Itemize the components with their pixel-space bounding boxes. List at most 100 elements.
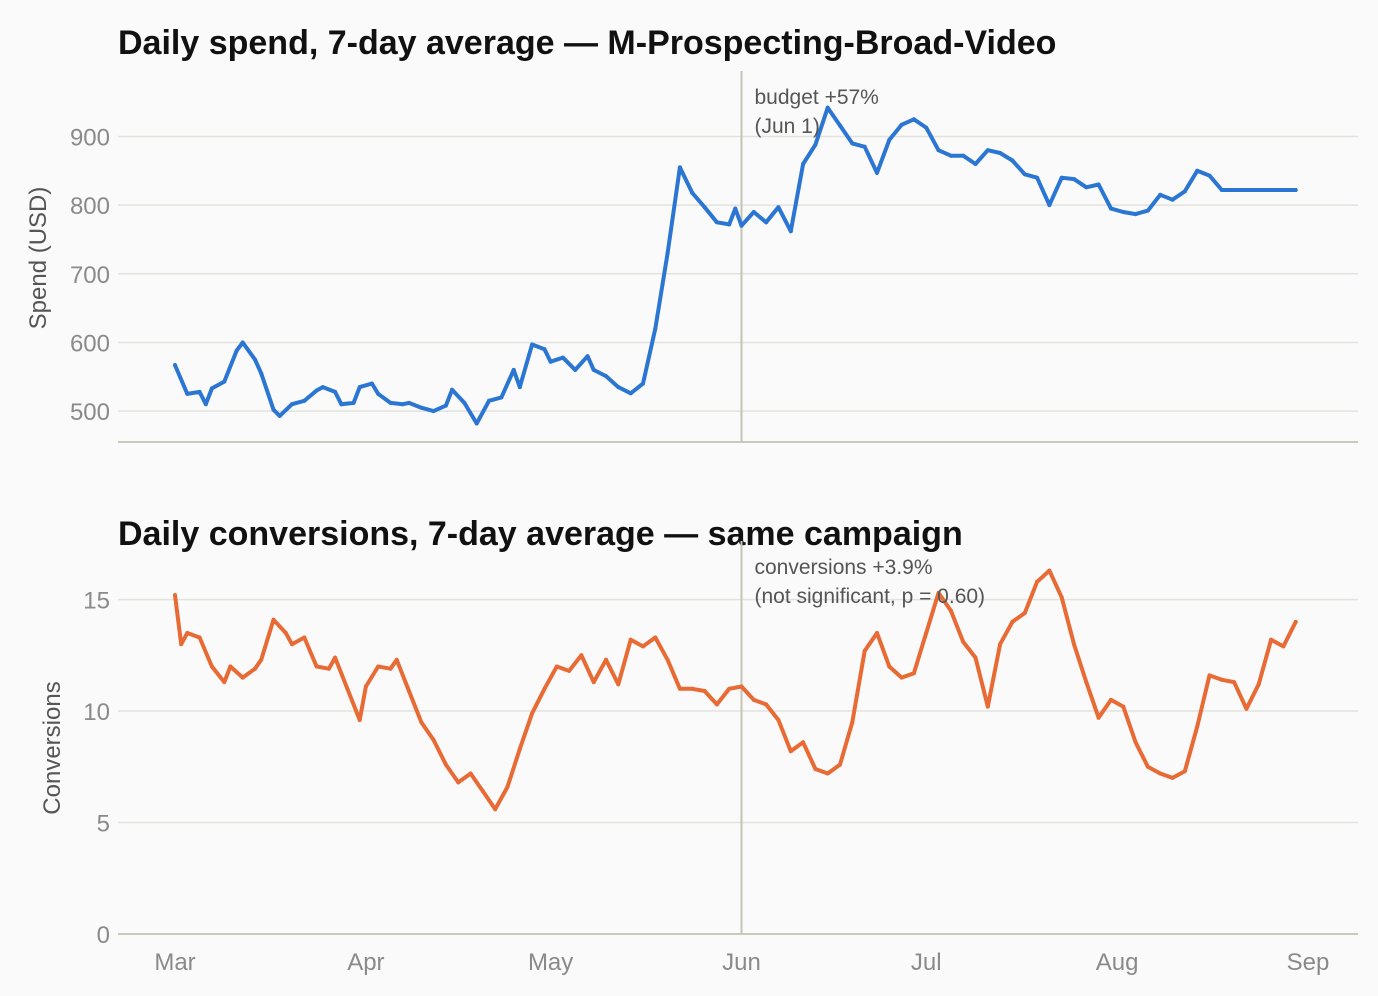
spend-data-point <box>431 409 436 414</box>
conversions-data-point <box>271 617 276 622</box>
spend-data-point <box>203 402 208 407</box>
spend-data-point <box>1096 182 1101 187</box>
spend-data-point <box>462 400 467 405</box>
conversions-data-point <box>1256 682 1261 687</box>
spend-data-point <box>936 148 941 153</box>
spend-data-point <box>825 105 830 110</box>
spend-data-point <box>1170 197 1175 202</box>
conversions-data-point <box>1269 637 1274 642</box>
spend-data-point <box>862 144 867 149</box>
spend-series-line <box>173 105 1298 426</box>
spend-data-point <box>400 402 405 407</box>
conversions-data-point <box>431 738 436 742</box>
spend-data-point <box>357 385 362 390</box>
spend-data-point <box>499 395 504 400</box>
conversions-data-point <box>554 664 559 669</box>
spend-data-point <box>702 205 707 210</box>
conversions-data-point <box>1072 642 1076 647</box>
spend-data-point <box>1059 175 1064 180</box>
spend-y-ticks: 500 600 700 800 900 <box>70 124 110 426</box>
spend-data-point <box>530 342 535 347</box>
conversions-data-point <box>1047 568 1052 573</box>
conversions-data-point <box>739 684 744 689</box>
conversions-data-point <box>616 682 621 687</box>
conversions-data-point <box>443 762 448 767</box>
spend-gridlines <box>118 135 1358 412</box>
spend-data-point <box>253 357 257 362</box>
conversions-data-point <box>727 686 732 691</box>
spend-chart-title: Daily spend, 7-day average — M-Prospecti… <box>118 24 1056 62</box>
conversions-data-point <box>924 631 929 635</box>
spend-y-tick-label: 700 <box>70 262 110 289</box>
spend-data-point <box>875 170 879 175</box>
conversions-y-ticks: 0 5 10 15 <box>83 588 110 949</box>
conversions-data-point <box>1182 769 1187 774</box>
spend-data-point <box>197 389 202 394</box>
spend-data-point <box>1158 192 1163 197</box>
spend-data-point <box>407 400 411 405</box>
conversions-data-point <box>985 704 990 709</box>
conversions-data-point <box>887 664 892 669</box>
conversions-data-point <box>197 635 202 640</box>
conversions-data-point <box>973 655 978 660</box>
x-tick-label: Sep <box>1287 949 1330 976</box>
spend-data-point <box>1084 185 1089 190</box>
conversions-data-point <box>1096 715 1101 720</box>
spend-series-points <box>173 105 1298 426</box>
conversions-data-point <box>1244 706 1249 711</box>
spend-data-point <box>1207 173 1212 178</box>
spend-data-point <box>653 326 658 331</box>
conversions-data-point <box>1035 579 1040 584</box>
conversions-data-point <box>1145 764 1150 769</box>
conversions-data-point <box>259 657 264 662</box>
conversions-gridlines <box>118 598 1358 824</box>
spend-data-point <box>450 387 455 392</box>
conversions-data-point <box>1170 775 1175 780</box>
conversions-data-point <box>641 644 645 649</box>
conversions-y-tick-label: 5 <box>97 811 110 838</box>
conversions-data-point <box>179 642 184 647</box>
spend-data-point <box>788 229 793 234</box>
x-tick-label: Jun <box>722 949 761 976</box>
conversions-data-point <box>998 642 1003 647</box>
spend-data-point <box>948 153 953 158</box>
spend-annotation-line-2: (Jun 1) <box>755 115 820 138</box>
x-tick-label: Mar <box>154 949 195 976</box>
conversions-data-point <box>677 686 682 691</box>
x-tick-label: Apr <box>347 949 384 976</box>
spend-data-point <box>560 355 565 360</box>
conversions-data-point <box>1293 619 1298 624</box>
conversions-data-point <box>363 684 368 689</box>
spend-y-tick-label: 600 <box>70 330 110 357</box>
spend-data-point <box>764 220 769 225</box>
spend-data-point <box>1293 188 1298 192</box>
conversions-data-point <box>530 711 535 716</box>
spend-data-point <box>517 385 522 390</box>
spend-data-point <box>751 210 756 214</box>
spend-data-point <box>234 348 239 353</box>
conversions-data-point <box>326 666 331 671</box>
spend-data-point <box>290 402 294 407</box>
conversions-data-point <box>838 762 842 767</box>
spend-data-point <box>838 123 842 128</box>
conversions-data-point <box>222 680 227 685</box>
spend-data-point <box>1232 188 1237 192</box>
conversions-data-point <box>407 689 411 693</box>
spend-data-point <box>333 389 338 394</box>
spend-data-point <box>376 391 381 396</box>
spend-data-point <box>388 400 393 405</box>
spend-data-point <box>616 385 621 390</box>
spend-data-point <box>511 367 516 372</box>
x-tick-label: May <box>528 949 573 976</box>
conversions-y-tick-label: 10 <box>83 699 110 726</box>
spend-data-point <box>911 117 916 122</box>
spend-data-point <box>1047 203 1052 208</box>
spend-data-point <box>271 407 276 412</box>
conversions-data-point <box>419 720 424 725</box>
conversions-data-point <box>480 789 485 794</box>
conversions-data-point <box>1022 611 1027 615</box>
spend-data-point <box>1022 172 1027 177</box>
conversions-data-point <box>751 697 756 702</box>
conversions-data-point <box>228 664 233 669</box>
